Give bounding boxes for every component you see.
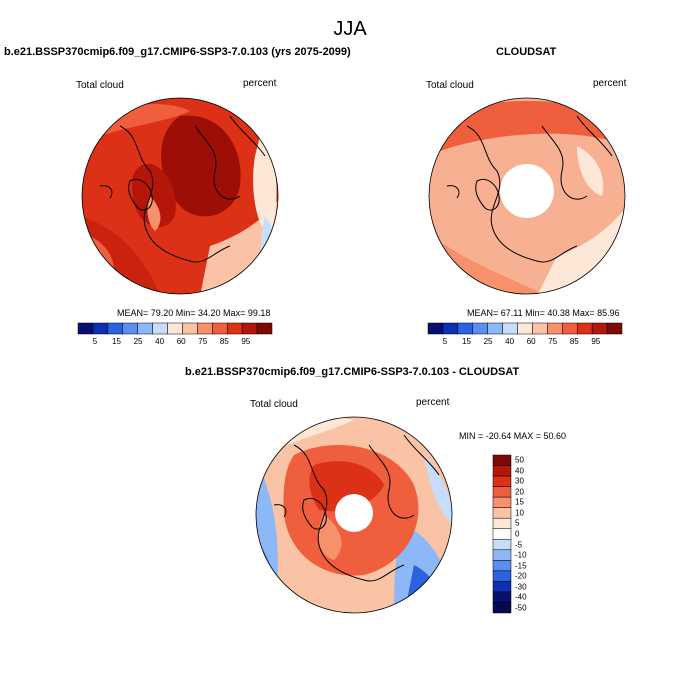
colorbar-tick-label: 5 — [442, 337, 448, 346]
colorbar-ticks-diff: 50 40 30 20 15 10 5 0 -5 -10 -15 -20 -30 -40 -50 — [515, 455, 545, 613]
stats-obs: MEAN= 67.11 Min= 40.38 Max= 85.96 — [467, 308, 620, 318]
colorbar-tick-label: 50 — [515, 455, 524, 465]
colorbar-swatch — [137, 322, 153, 335]
colorbar-swatch — [492, 581, 512, 593]
colorbar-tick-label: -10 — [515, 550, 527, 560]
colorbar-swatch — [226, 322, 243, 335]
stats-model: MEAN= 79.20 Min= 34.20 Max= 99.18 — [117, 308, 271, 318]
colorbar-tick-label: 5 — [92, 337, 98, 346]
colorbar-swatch — [492, 560, 512, 572]
colorbar-swatch — [502, 322, 518, 335]
colorbar-tick-label: 85 — [569, 337, 579, 346]
colorbar-tick-label: 15 — [112, 337, 121, 346]
colorbar-swatch — [492, 591, 512, 603]
colorbar-swatch — [442, 322, 459, 335]
colorbar-swatch — [591, 322, 608, 335]
colorbar-swatch — [492, 570, 512, 582]
colorbar-swatch — [256, 322, 273, 335]
colorbar-swatch — [472, 322, 488, 335]
colorbar-tick-label: -50 — [515, 603, 527, 613]
figure-title: JJA — [333, 18, 367, 40]
colorbar-swatch — [517, 322, 533, 335]
colorbar-swatch — [492, 517, 512, 529]
units-label-diff: percent — [416, 397, 450, 408]
panel-title-diff: b.e21.BSSP370cmip6.f09_g17.CMIP6-SSP3-7.… — [185, 366, 520, 378]
colorbar-swatch — [492, 465, 512, 477]
polar-map-obs — [428, 97, 626, 295]
colorbar-tick-label: 40 — [505, 337, 515, 346]
colorbar-tick-label: 85 — [219, 337, 229, 346]
colorbar-swatch — [606, 322, 623, 335]
colorbar-tick-label: 20 — [515, 487, 524, 497]
colorbar-ticks-model: 5 15 25 40 60 75 85 95 — [78, 337, 272, 349]
colorbar-swatch — [492, 539, 512, 551]
colorbar-swatch — [197, 322, 213, 335]
variable-label-diff: Total cloud — [250, 399, 298, 410]
colorbar-swatch — [492, 496, 512, 508]
colorbar-swatch — [532, 322, 548, 335]
variable-label-model: Total cloud — [76, 80, 124, 91]
colorbar-tick-label: -5 — [515, 540, 523, 550]
panel-title-model: b.e21.BSSP370cmip6.f09_g17.CMIP6-SSP3-7.… — [4, 46, 351, 58]
colorbar-swatch — [492, 475, 512, 487]
colorbar-swatch — [92, 322, 109, 335]
colorbar-swatch — [122, 322, 138, 335]
colorbar-swatch — [212, 322, 228, 335]
colorbar-obs — [427, 322, 623, 335]
colorbar-tick-label: 95 — [591, 337, 601, 346]
colorbar-swatch — [492, 602, 512, 614]
colorbar-model — [77, 322, 273, 335]
colorbar-ticks-obs: 5 15 25 40 60 75 85 95 — [428, 337, 622, 349]
colorbar-swatch — [427, 322, 444, 335]
colorbar-tick-label: 0 — [515, 529, 520, 539]
colorbar-tick-label: 40 — [155, 337, 165, 346]
colorbar-swatch — [457, 322, 474, 335]
colorbar-tick-label: 60 — [176, 337, 186, 346]
colorbar-swatch — [167, 322, 183, 335]
colorbar-tick-label: 40 — [515, 466, 524, 476]
colorbar-tick-label: 15 — [515, 497, 524, 507]
colorbar-tick-label: 75 — [198, 337, 208, 346]
colorbar-tick-label: 5 — [515, 518, 520, 528]
stats-diff: MIN = -20.64 MAX = 50.60 — [459, 431, 567, 441]
colorbar-swatch — [487, 322, 503, 335]
colorbar-swatch — [107, 322, 124, 335]
variable-label-obs: Total cloud — [426, 80, 474, 91]
colorbar-tick-label: 95 — [241, 337, 251, 346]
colorbar-swatch — [77, 322, 94, 335]
colorbar-tick-label: 10 — [515, 508, 524, 518]
colorbar-swatch — [492, 486, 512, 498]
colorbar-swatch — [562, 322, 578, 335]
polar-map-model — [81, 97, 279, 295]
colorbar-swatch — [492, 454, 512, 466]
colorbar-tick-label: -40 — [515, 592, 527, 602]
units-label-model: percent — [243, 78, 277, 89]
colorbar-tick-label: 25 — [133, 337, 143, 346]
polar-map-diff — [255, 416, 453, 614]
colorbar-swatch — [492, 507, 512, 519]
colorbar-tick-label: 75 — [548, 337, 558, 346]
units-label-obs: percent — [593, 78, 627, 89]
colorbar-tick-label: 30 — [515, 476, 524, 486]
colorbar-tick-label: -20 — [515, 571, 527, 581]
colorbar-swatch — [576, 322, 593, 335]
colorbar-swatch — [492, 549, 512, 561]
colorbar-tick-label: -30 — [515, 582, 527, 592]
colorbar-tick-label: 60 — [526, 337, 536, 346]
colorbar-swatch — [152, 322, 168, 335]
colorbar-tick-label: -15 — [515, 561, 527, 571]
colorbar-tick-label: 25 — [483, 337, 493, 346]
colorbar-swatch — [182, 322, 198, 335]
colorbar-swatch — [492, 528, 512, 540]
colorbar-swatch — [241, 322, 258, 335]
colorbar-diff — [492, 454, 512, 614]
panel-title-obs: CLOUDSAT — [496, 46, 557, 58]
colorbar-tick-label: 15 — [462, 337, 471, 346]
colorbar-swatch — [547, 322, 563, 335]
